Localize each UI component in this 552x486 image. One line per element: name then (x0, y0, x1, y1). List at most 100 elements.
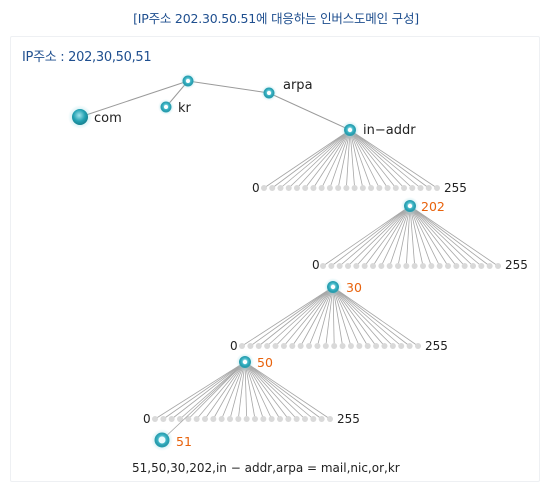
fan-leaf-dot (381, 343, 388, 349)
fan-edge (325, 286, 334, 347)
fan-leaf-dot (436, 263, 443, 269)
fan-edge (409, 205, 490, 267)
fan-edge (409, 205, 432, 267)
fan-leaf-dot (361, 263, 368, 269)
fan-edge (321, 129, 351, 189)
fan-edge (212, 361, 246, 420)
fan-leaf-dot (398, 343, 405, 349)
fan-edge (244, 361, 264, 420)
fan-edge (244, 361, 297, 420)
fan-leaf-dot (347, 343, 354, 349)
label-com: com (94, 111, 122, 126)
fan-in-addr (261, 129, 440, 191)
fan-leaf-dot (261, 185, 267, 191)
fan-leaf-dot (277, 416, 283, 422)
fan-leaf-dot (406, 343, 413, 349)
fan-edge (163, 361, 246, 420)
fan-edge (244, 361, 331, 420)
level4-end-label: 255 (337, 412, 360, 426)
fan-leaf-dot (268, 416, 275, 422)
fan-edge (244, 361, 322, 420)
fan-leaf-dot (185, 416, 192, 422)
fan-leaf-dot (389, 343, 396, 349)
fan-leaf-dot (373, 343, 380, 349)
fan-edge (337, 129, 351, 189)
fan-edge (356, 205, 411, 267)
fan-leaf-dot (327, 416, 333, 422)
label-kr: kr (178, 101, 192, 116)
fan-leaf-dot (403, 263, 410, 269)
fan-edge (349, 129, 380, 189)
fan-leaf-dot (364, 343, 371, 349)
level2-selected-label: 30 (346, 280, 362, 295)
fan-leaf-dot (227, 416, 233, 422)
fan-edge (258, 286, 334, 347)
fan-edge (288, 129, 351, 189)
fan-leaf-dot (243, 416, 250, 422)
fan-leaf-dot (370, 263, 376, 269)
fan-edge (244, 361, 281, 420)
fan-leaf-dot (277, 185, 284, 191)
fan-leaf-dot (415, 343, 421, 349)
fan-leaf-dot (345, 263, 351, 269)
fan-edge (409, 205, 457, 267)
fan-edge (154, 361, 246, 420)
fan-leaf-dot (210, 416, 217, 422)
fan-edge (349, 129, 438, 189)
level3-start-label: 0 (230, 339, 238, 353)
fan-edge (244, 361, 306, 420)
fan-leaf-dot (368, 185, 375, 191)
fan-leaf-dot (453, 263, 460, 269)
fan-leaf-dot (218, 416, 225, 422)
fan-edge (332, 286, 352, 347)
fan-edge (405, 205, 411, 267)
fan-leaf-dot (428, 263, 435, 269)
fan-leaf-dot (302, 185, 309, 191)
fan-edge (275, 286, 334, 347)
fan-edge (304, 129, 351, 189)
fan-edge (250, 286, 334, 347)
fan-leaf-dot (202, 416, 208, 422)
fan-edge (331, 205, 411, 267)
fan-edge (179, 361, 246, 420)
level2-end-label: 255 (505, 258, 528, 272)
level4-selected-label: 51 (176, 434, 192, 449)
fan-edge (283, 286, 334, 347)
level1-start-label: 0 (252, 181, 260, 195)
fan-leaf-dot (395, 263, 401, 269)
fan-edge (271, 129, 351, 189)
fan-leaf-dot (322, 343, 329, 349)
fan-edge (241, 286, 334, 347)
fan-leaf-dot (289, 343, 296, 349)
fan-leaf-dot (272, 343, 279, 349)
fan-leaf-dot (331, 343, 338, 349)
fan-edge (347, 205, 411, 267)
fan-leaf-dot (177, 416, 183, 422)
fan-leaf-dot (335, 185, 342, 191)
node-202 (401, 197, 419, 215)
fan-edge (409, 205, 474, 267)
fan-leaf-dot (302, 416, 308, 422)
fan-edge (349, 129, 413, 189)
edge-50-51 (161, 361, 246, 441)
fan-leaf-dot (193, 416, 200, 422)
kr-node (158, 99, 174, 115)
ip-address-label: IP주소 : 202,30,50,51 (22, 50, 152, 65)
label-in-addr: in−addr (363, 123, 416, 138)
fan-leaf-dot (306, 343, 313, 349)
diagram-panel (10, 36, 540, 482)
fan-edge (389, 205, 411, 267)
fan-edge (332, 286, 394, 347)
fan-edge (317, 286, 334, 347)
fan-leaf-dot (434, 185, 440, 191)
fan-edge (229, 361, 246, 420)
level2-start-label: 0 (312, 258, 320, 272)
fan-edge (244, 361, 289, 420)
level3-selected-label: 50 (257, 355, 273, 370)
edge-root-com (79, 80, 189, 118)
fan-leaf-dot (495, 263, 501, 269)
com-node (68, 105, 92, 129)
fan-30 (239, 286, 421, 349)
fan-edge (332, 286, 402, 347)
fan-edge (349, 129, 429, 189)
